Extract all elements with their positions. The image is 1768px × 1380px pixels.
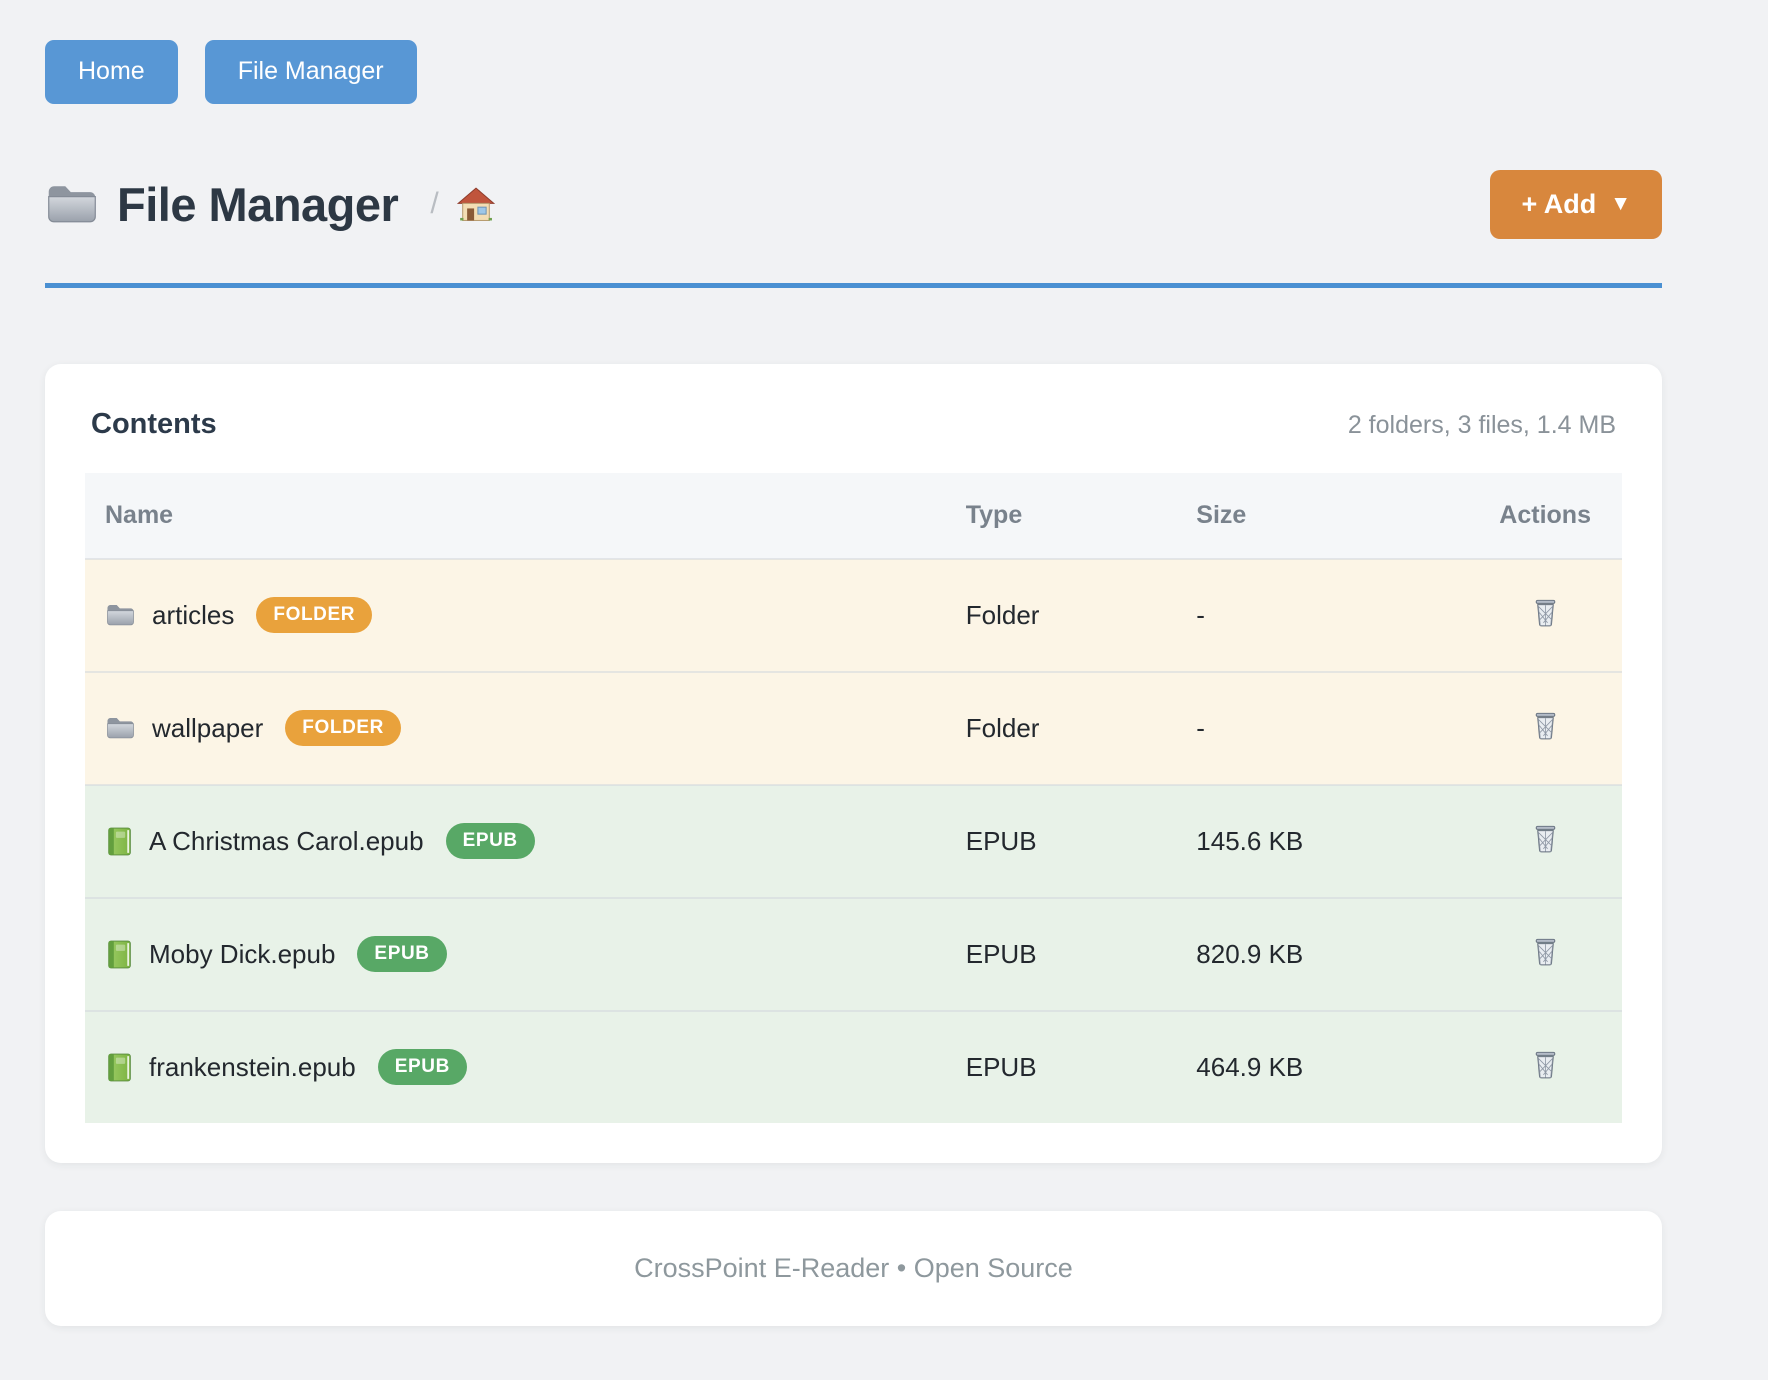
contents-summary: 2 folders, 3 files, 1.4 MB: [1347, 410, 1616, 439]
type-cell: EPUB: [965, 938, 1037, 969]
breadcrumb-separator: /: [430, 187, 439, 220]
table-row-wallpaper: wallpaper FOLDER Folder -: [85, 671, 1622, 785]
file-name-link[interactable]: A Christmas Carol.epub: [149, 825, 424, 856]
folder-badge: FOLDER: [256, 597, 373, 633]
table-header-row: Name Type Size Actions: [85, 472, 1622, 559]
book-icon: [105, 1052, 133, 1083]
delete-button[interactable]: [1528, 1048, 1563, 1082]
contents-card-header: Contents 2 folders, 3 files, 1.4 MB: [85, 408, 1622, 441]
epub-badge: EPUB: [357, 936, 447, 972]
column-header-type: Type: [945, 472, 1177, 559]
top-nav: Home File Manager: [45, 40, 1662, 104]
file-name-link[interactable]: Moby Dick.epub: [149, 938, 336, 969]
epub-badge: EPUB: [445, 823, 535, 859]
folder-icon: [45, 179, 99, 229]
size-cell: 145.6 KB: [1196, 825, 1304, 856]
folder-badge: FOLDER: [285, 710, 402, 746]
title-group: File Manager /: [45, 177, 495, 232]
trash-icon: [1530, 824, 1561, 854]
page-title: File Manager: [117, 177, 399, 231]
add-button-label: + Add: [1521, 188, 1597, 219]
home-icon[interactable]: [457, 186, 495, 222]
size-cell: -: [1196, 712, 1205, 743]
delete-button[interactable]: [1528, 822, 1563, 856]
footer: CrossPoint E-Reader • Open Source: [45, 1210, 1662, 1326]
delete-button[interactable]: [1528, 709, 1563, 743]
trash-icon: [1530, 937, 1561, 967]
table-row-frankenstein: frankenstein.epub EPUB EPUB 464.9 KB: [85, 1010, 1622, 1123]
size-cell: -: [1196, 599, 1205, 630]
trash-icon: [1530, 711, 1561, 741]
table-row-christmas-carol: A Christmas Carol.epub EPUB EPUB 145.6 K…: [85, 784, 1622, 898]
add-button[interactable]: + Add ▼: [1490, 169, 1662, 239]
size-cell: 820.9 KB: [1196, 938, 1304, 969]
book-icon: [105, 826, 133, 857]
file-name-link[interactable]: frankenstein.epub: [149, 1051, 356, 1082]
column-header-name: Name: [85, 472, 946, 559]
type-cell: EPUB: [965, 1051, 1037, 1082]
column-header-actions: Actions: [1468, 472, 1622, 559]
file-table: Name Type Size Actions articles FOLDER F…: [85, 472, 1622, 1123]
type-cell: EPUB: [965, 825, 1037, 856]
table-row-moby-dick: Moby Dick.epub EPUB EPUB 820.9 KB: [85, 897, 1622, 1011]
trash-icon: [1530, 1050, 1561, 1080]
nav-button-file-manager[interactable]: File Manager: [204, 40, 417, 104]
page-header: File Manager / + Add ▼: [45, 169, 1662, 239]
delete-button[interactable]: [1528, 596, 1563, 630]
accent-divider: [45, 282, 1662, 288]
contents-heading: Contents: [91, 407, 217, 440]
footer-text: CrossPoint E-Reader • Open Source: [634, 1252, 1073, 1283]
file-name-link[interactable]: wallpaper: [152, 712, 264, 743]
type-cell: Folder: [965, 599, 1040, 630]
page: Home File Manager File Manager / + Add ▼…: [45, 0, 1662, 1326]
contents-card: Contents 2 folders, 3 files, 1.4 MB Name…: [45, 363, 1662, 1163]
book-icon: [105, 939, 133, 970]
folder-icon: [105, 601, 136, 629]
table-row-articles: articles FOLDER Folder -: [85, 558, 1622, 672]
trash-icon: [1530, 598, 1561, 628]
caret-down-icon: ▼: [1610, 192, 1631, 215]
nav-button-home[interactable]: Home: [45, 40, 178, 104]
epub-badge: EPUB: [377, 1049, 467, 1085]
folder-icon: [105, 714, 136, 742]
column-header-size: Size: [1176, 472, 1469, 559]
file-name-link[interactable]: articles: [152, 599, 235, 630]
delete-button[interactable]: [1528, 935, 1563, 969]
type-cell: Folder: [965, 712, 1040, 743]
size-cell: 464.9 KB: [1196, 1051, 1304, 1082]
